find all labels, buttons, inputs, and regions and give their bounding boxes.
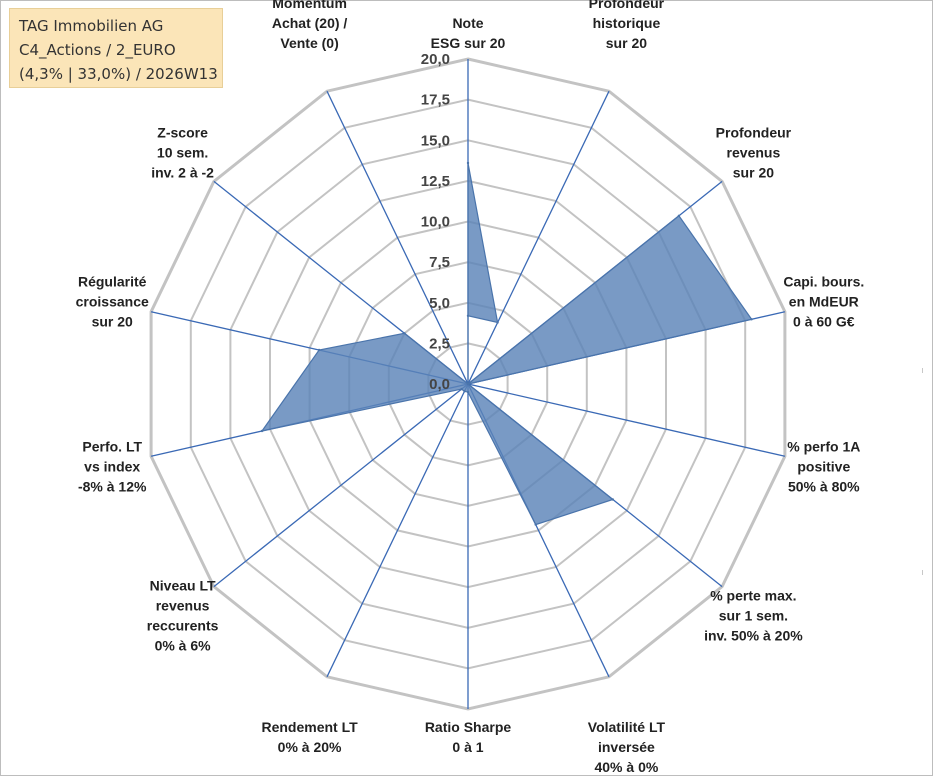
axis-label-9: Rendement LT 0% à 20% [261, 719, 358, 755]
axis-spoke [467, 383, 786, 457]
axis-label-line: Régularité [78, 273, 147, 289]
radial-tick-label: 10,0 [421, 214, 450, 231]
data-series-area [260, 162, 753, 526]
axis-label-line: sur 20 [92, 313, 133, 329]
axis-label-line: 50% à 80% [788, 479, 860, 495]
axis-label-line: Capi. bours. [783, 273, 864, 289]
performance-week: (4,3% | 33,0%) / 2026W13 [19, 65, 218, 83]
radial-tick-label: 20,0 [421, 51, 450, 68]
axis-label-line: croissance [76, 293, 149, 309]
axis-label-line: positive [797, 459, 850, 475]
data-point [611, 498, 614, 501]
axis-label-line: Achat (20) / [272, 15, 348, 31]
data-point [466, 382, 470, 386]
axis-spoke [467, 90, 610, 385]
data-point [317, 348, 321, 352]
axis-label-line: -8% à 12% [78, 479, 147, 495]
axis-label-line: Profondeur [716, 125, 792, 141]
radial-tick-label: 2,5 [429, 335, 450, 352]
axis-label-line: ESG sur 20 [431, 35, 506, 51]
data-point [496, 321, 499, 324]
axis-label-8: Ratio Sharpe 0 à 1 [425, 719, 512, 755]
axis-label-4: Capi. bours. en MdEUR 0 à 60 G€ [783, 273, 864, 329]
data-point [534, 523, 537, 526]
axis-label-line: vs index [84, 459, 140, 475]
axis-label-12: Régularité croissance sur 20 [76, 273, 149, 329]
axis-label-line: inversée [598, 739, 655, 755]
axis-label-line: historique [593, 15, 661, 31]
axis-label-line: reccurents [147, 617, 219, 633]
data-point [750, 318, 753, 321]
data-point [463, 390, 466, 393]
info-box: TAG Immobilien AG C4_Actions / 2_EURO (4… [9, 8, 223, 88]
radial-tick-label: 12,5 [421, 173, 450, 190]
axis-label-line: 0% à 20% [278, 739, 342, 755]
axis-label-7: Volatilité LT inversée 40% à 0% [588, 719, 666, 775]
axis-label-line: sur 1 sem. [719, 607, 788, 623]
axis-label-6: % perte max. sur 1 sem. inv. 50% à 20% [704, 587, 803, 643]
radial-tick-label: 5,0 [429, 295, 450, 312]
axis-label-5: % perfo 1A positive 50% à 80% [787, 439, 860, 495]
radar-series [260, 161, 753, 526]
radial-tick-label: 15,0 [421, 132, 450, 149]
axis-label-line: Z-score [157, 125, 208, 141]
radial-tick-label: 17,5 [421, 92, 450, 109]
axis-label-line: sur 20 [606, 35, 647, 51]
edge-tick [922, 570, 923, 575]
radial-tick-label: 7,5 [429, 254, 450, 271]
axis-label-line: Perfo. LT [82, 439, 142, 455]
axis-label-line: Ratio Sharpe [425, 719, 512, 735]
company-name: TAG Immobilien AG [19, 17, 164, 35]
axis-label-2: Profondeur historique sur 20 [589, 0, 665, 51]
axis-label-11: Perfo. LT vs index -8% à 12% [78, 439, 147, 495]
axis-label-line: % perte max. [710, 587, 796, 603]
axis-label-line: % perfo 1A [787, 439, 860, 455]
radial-tick-label: 0,0 [429, 376, 450, 393]
axis-label-1: Note ESG sur 20 [431, 15, 506, 51]
edge-tick [922, 368, 923, 373]
radial-tick-labels: 0,0 2,5 5,0 7,5 10,0 12,5 15,0 17,5 20,0 [421, 51, 450, 393]
axis-label-line: inv. 50% à 20% [704, 627, 803, 643]
axis-label-13: Z-score 10 sem. inv. 2 à -2 [151, 125, 214, 181]
axis-label-3: Profondeur revenus sur 20 [716, 125, 792, 181]
axis-label-line: 10 sem. [157, 145, 208, 161]
axis-label-line: revenus [156, 597, 210, 613]
axis-label-line: sur 20 [733, 165, 774, 181]
data-point [466, 161, 470, 165]
axis-label-10: Niveau LT revenus reccurents 0% à 6% [147, 577, 219, 653]
data-point [260, 429, 264, 433]
axis-label-line: Vente (0) [280, 35, 338, 51]
axis-label-line: 0 à 60 G€ [793, 313, 855, 329]
axis-label-line: Niveau LT [150, 577, 216, 593]
axis-label-line: Note [452, 15, 483, 31]
axis-label-line: Volatilité LT [588, 719, 666, 735]
portfolio-category: C4_Actions / 2_EURO [19, 41, 176, 59]
data-point [403, 332, 406, 335]
axis-label-14: Momentum Achat (20) / Vente (0) [272, 0, 348, 51]
axis-label-line: Profondeur [589, 0, 665, 11]
axis-label-line: Rendement LT [261, 719, 358, 735]
data-point [677, 214, 681, 217]
axis-spoke [326, 90, 469, 385]
axis-label-line: 0% à 6% [155, 637, 212, 653]
axis-label-line: en MdEUR [789, 293, 859, 309]
axis-spoke [213, 383, 469, 588]
data-point [460, 387, 463, 391]
axis-labels: Note ESG sur 20 Profondeur historique sur 20… [76, 0, 865, 775]
data-point [466, 390, 470, 394]
axis-label-line: inv. 2 à -2 [151, 165, 214, 181]
axis-spoke [326, 383, 469, 678]
axis-label-line: 40% à 0% [594, 759, 658, 775]
data-point [466, 314, 470, 317]
axis-label-line: revenus [727, 145, 781, 161]
axis-label-line: Momentum [272, 0, 347, 11]
axis-label-line: 0 à 1 [452, 739, 483, 755]
